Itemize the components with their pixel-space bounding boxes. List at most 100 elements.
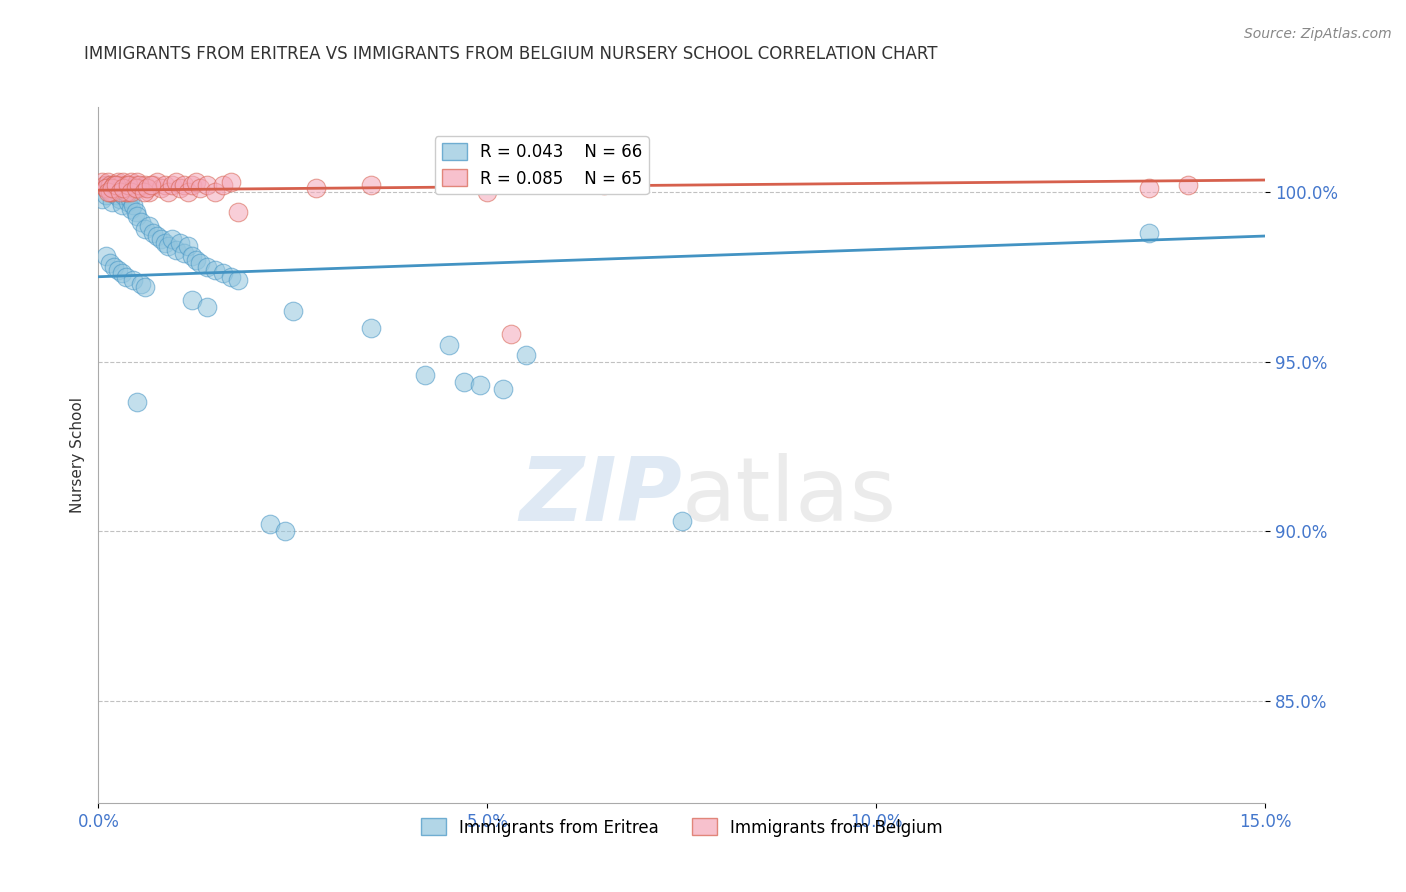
- Point: [204, 185, 226, 199]
- Point: [477, 185, 499, 199]
- Point: [103, 178, 125, 193]
- Point: [180, 178, 202, 193]
- Point: [153, 178, 176, 193]
- Point: [138, 185, 160, 199]
- Point: [125, 205, 148, 219]
- Point: [141, 178, 163, 193]
- Point: [96, 181, 118, 195]
- Text: ZIP: ZIP: [519, 453, 682, 541]
- Point: [453, 375, 475, 389]
- Point: [107, 175, 129, 189]
- Point: [112, 188, 135, 202]
- Point: [184, 175, 207, 189]
- Point: [134, 222, 156, 236]
- Point: [111, 198, 134, 212]
- Point: [107, 263, 129, 277]
- Point: [127, 395, 149, 409]
- Point: [177, 239, 200, 253]
- Point: [180, 249, 202, 263]
- Point: [173, 178, 195, 193]
- Point: [212, 266, 235, 280]
- Point: [1137, 181, 1160, 195]
- Point: [125, 181, 148, 195]
- Point: [165, 175, 187, 189]
- Point: [117, 185, 139, 199]
- Point: [177, 185, 200, 199]
- Point: [204, 263, 226, 277]
- Point: [98, 185, 121, 199]
- Point: [468, 378, 491, 392]
- Point: [114, 181, 136, 195]
- Point: [274, 524, 297, 539]
- Point: [1137, 226, 1160, 240]
- Point: [114, 185, 136, 199]
- Point: [117, 178, 139, 193]
- Point: [360, 178, 382, 193]
- Point: [134, 280, 156, 294]
- Point: [492, 382, 515, 396]
- Point: [146, 229, 169, 244]
- Point: [499, 327, 522, 342]
- Point: [108, 192, 131, 206]
- Point: [153, 235, 176, 250]
- Point: [360, 320, 382, 334]
- Point: [101, 181, 124, 195]
- Point: [118, 192, 141, 206]
- Point: [413, 368, 436, 383]
- Point: [98, 185, 121, 199]
- Point: [125, 178, 148, 193]
- Point: [97, 185, 120, 199]
- Point: [162, 232, 184, 246]
- Point: [149, 232, 172, 246]
- Point: [180, 293, 202, 308]
- Point: [111, 266, 134, 280]
- Point: [112, 175, 135, 189]
- Point: [138, 219, 160, 233]
- Point: [165, 243, 187, 257]
- Point: [104, 181, 127, 195]
- Point: [129, 215, 152, 229]
- Point: [101, 185, 124, 199]
- Point: [228, 205, 250, 219]
- Point: [135, 181, 157, 195]
- Point: [101, 195, 124, 210]
- Point: [122, 273, 145, 287]
- Point: [96, 249, 118, 263]
- Point: [111, 181, 134, 195]
- Point: [96, 188, 118, 202]
- Text: Source: ZipAtlas.com: Source: ZipAtlas.com: [1244, 27, 1392, 41]
- Point: [671, 514, 693, 528]
- Point: [195, 178, 218, 193]
- Point: [515, 348, 537, 362]
- Point: [212, 178, 235, 193]
- Point: [173, 246, 195, 260]
- Point: [157, 239, 180, 253]
- Point: [114, 269, 136, 284]
- Point: [129, 277, 152, 291]
- Point: [120, 185, 142, 199]
- Point: [97, 178, 120, 193]
- Point: [103, 181, 125, 195]
- Point: [120, 175, 142, 189]
- Point: [281, 303, 304, 318]
- Point: [104, 188, 127, 202]
- Point: [134, 178, 156, 193]
- Point: [142, 226, 165, 240]
- Point: [127, 209, 149, 223]
- Point: [120, 202, 142, 216]
- Point: [142, 178, 165, 193]
- Y-axis label: Nursery School: Nursery School: [69, 397, 84, 513]
- Point: [188, 181, 211, 195]
- Text: atlas: atlas: [682, 453, 897, 541]
- Point: [127, 181, 149, 195]
- Point: [91, 192, 114, 206]
- Point: [104, 178, 127, 193]
- Point: [132, 185, 155, 199]
- Point: [188, 256, 211, 270]
- Point: [1177, 178, 1199, 193]
- Point: [219, 269, 242, 284]
- Point: [195, 260, 218, 274]
- Point: [98, 178, 121, 193]
- Point: [122, 198, 145, 212]
- Point: [122, 181, 145, 195]
